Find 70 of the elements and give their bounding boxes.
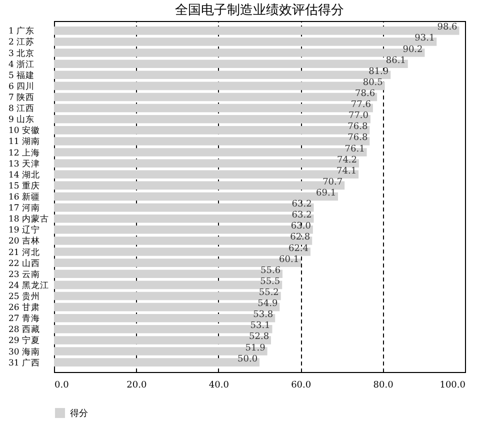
- data-label: 74.2: [336, 155, 358, 166]
- y-tick-label: 17 河南: [8, 202, 40, 214]
- x-tick-label: 80.0: [373, 380, 394, 390]
- data-label: 80.5: [362, 78, 384, 88]
- y-tick-label: 11 湖南: [8, 136, 40, 148]
- data-label: 76.8: [348, 122, 368, 132]
- x-tick-label: 40.0: [208, 380, 230, 390]
- y-tick-label: 29 宁夏: [8, 335, 40, 346]
- data-label: 74.1: [336, 166, 357, 176]
- data-label: 63.0: [290, 222, 312, 232]
- data-label: 77.0: [348, 111, 369, 122]
- x-tick-label: 20.0: [126, 380, 147, 390]
- data-label: 78.6: [355, 89, 376, 100]
- data-label: 70.7: [322, 177, 343, 188]
- y-tick-label: 23 云南: [8, 268, 40, 280]
- y-tick-label: 5 福建: [8, 70, 35, 81]
- data-label: 53.8: [253, 310, 274, 320]
- x-tick-label: 0.0: [54, 380, 70, 390]
- data-label: 62.4: [288, 244, 309, 254]
- y-tick-label: 9 山东: [8, 114, 35, 126]
- y-tick-label: 28 西藏: [8, 324, 40, 336]
- data-label: 55.5: [260, 276, 280, 287]
- y-tick-label: 15 重庆: [8, 180, 40, 192]
- data-label: 93.1: [414, 34, 435, 44]
- y-tick-label: 3 北京: [8, 48, 35, 59]
- data-label: 62.8: [290, 232, 310, 243]
- data-label: 81.9: [368, 66, 389, 77]
- data-label: 60.1: [279, 254, 300, 265]
- y-tick-label: 30 海南: [8, 346, 40, 358]
- data-label: 53.1: [250, 321, 270, 332]
- data-label: 76.8: [348, 133, 368, 144]
- y-tick-label: 24 黑龙江: [8, 280, 50, 291]
- y-tick-label: 4 浙江: [8, 58, 35, 70]
- y-tick-label: 1 广东: [8, 26, 35, 37]
- y-tick-label: 2 江苏: [8, 36, 35, 48]
- y-tick-label: 8 江西: [8, 103, 35, 114]
- y-tick-label: 10 安徽: [8, 125, 40, 136]
- y-tick-label: 25 贵州: [8, 290, 40, 302]
- y-tick-label: 18 内蒙古: [8, 214, 50, 225]
- y-tick-label: 20 吉林: [8, 236, 40, 247]
- data-label: 51.9: [245, 343, 266, 354]
- y-tick-label: 12 上海: [8, 147, 40, 158]
- y-tick-label: 14 湖北: [8, 169, 40, 180]
- data-label: 98.6: [437, 22, 458, 33]
- data-label: 86.1: [386, 56, 406, 66]
- chart-title: 全国电子制造业绩效评估得分: [175, 3, 344, 18]
- data-label: 90.2: [402, 44, 423, 55]
- y-tick-label: 27 青海: [8, 313, 40, 324]
- y-tick-label: 13 天津: [8, 158, 40, 170]
- y-tick-label: 31 广西: [8, 357, 40, 368]
- data-label: 52.8: [249, 332, 270, 342]
- y-tick-label: 16 新疆: [8, 192, 40, 202]
- data-label: 77.6: [350, 100, 372, 110]
- y-tick-label: 19 辽宁: [8, 224, 40, 236]
- y-tick-label: 6 四川: [8, 80, 35, 92]
- y-tick-label: 22 山西: [8, 258, 40, 269]
- data-label: 54.9: [258, 299, 278, 310]
- y-tick-label: 7 陕西: [8, 92, 35, 104]
- legend-label: 得分: [70, 408, 88, 419]
- data-label: 76.1: [344, 144, 365, 154]
- x-tick-label: 100.0: [440, 380, 466, 390]
- y-tick-label: 26 甘肃: [8, 302, 40, 314]
- data-label: 55.2: [258, 288, 279, 298]
- data-label: 69.1: [316, 188, 336, 198]
- data-label: 55.6: [260, 266, 281, 276]
- data-label: 63.2: [292, 210, 312, 221]
- y-tick-label: 21 河北: [8, 246, 40, 258]
- data-label: 50.0: [238, 354, 258, 364]
- x-tick-label: 60.0: [291, 380, 312, 390]
- data-label: 63.2: [292, 200, 312, 210]
